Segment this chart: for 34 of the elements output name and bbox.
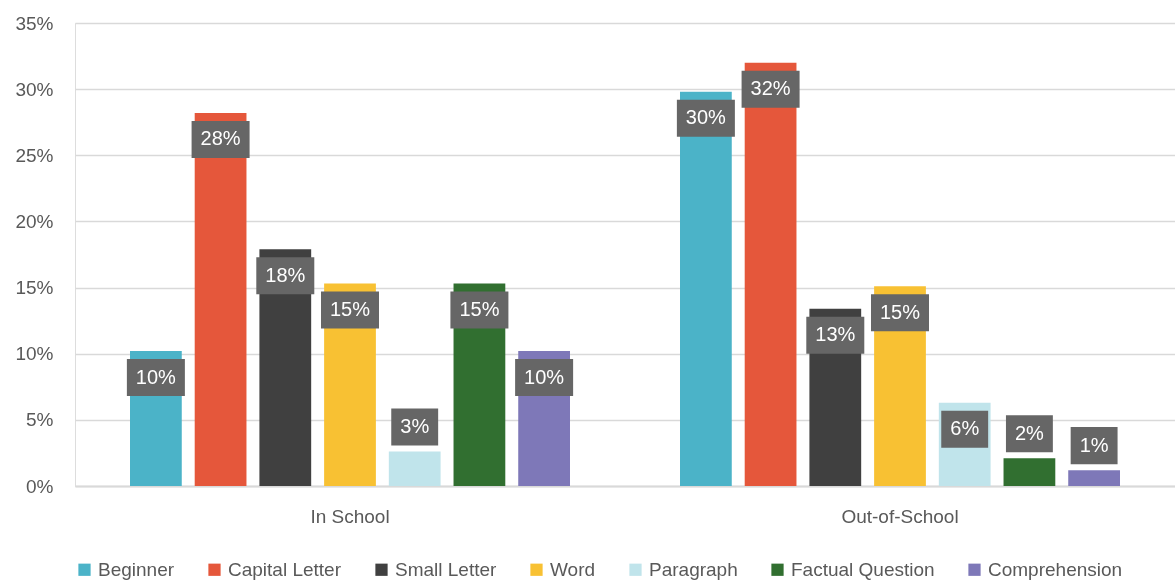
y-tick-label: 15% (15, 277, 54, 299)
data-label: 18% (265, 263, 306, 286)
data-label: 15% (459, 298, 500, 321)
y-tick-label: 10% (15, 343, 54, 365)
y-tick-label: 0% (26, 475, 54, 497)
y-tick-label: 20% (15, 210, 54, 232)
data-label: 2% (1014, 421, 1045, 444)
data-label: 10% (135, 365, 177, 388)
data-label: 3% (400, 415, 430, 438)
y-tick-label: 25% (15, 144, 54, 166)
legend-label: Beginner (98, 558, 175, 580)
data-label: 15% (329, 298, 371, 321)
y-tick-label: 35% (15, 12, 54, 34)
legend-label: Word (550, 558, 596, 580)
data-label: 30% (685, 106, 727, 129)
legend-label: Comprehension (988, 558, 1123, 580)
data-label: 6% (950, 417, 980, 440)
data-label: 15% (879, 300, 921, 323)
data-label: 1% (1079, 433, 1109, 456)
legend-label: Factual Question (791, 558, 935, 580)
bar (1003, 458, 1056, 486)
data-label: 32% (750, 77, 791, 100)
legend-label: Paragraph (649, 558, 738, 580)
bar (1068, 470, 1120, 486)
data-label: 13% (815, 323, 856, 346)
legend-label: Capital Letter (228, 558, 342, 580)
bar (388, 451, 441, 486)
legend-label: Small Letter (395, 558, 498, 580)
y-tick-label: 30% (15, 78, 54, 100)
y-tick-label: 5% (26, 409, 54, 431)
data-label: 28% (200, 127, 241, 150)
x-tick-label: Out-of-School (841, 505, 959, 527)
data-label: 10% (524, 365, 565, 388)
x-tick-label: In School (310, 505, 390, 527)
